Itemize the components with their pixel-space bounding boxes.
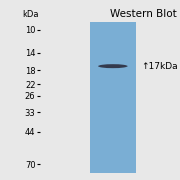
Text: ↑17kDa: ↑17kDa — [141, 62, 177, 71]
Bar — [90, 22, 136, 173]
Text: kDa: kDa — [22, 10, 38, 19]
Text: Western Blot: Western Blot — [110, 9, 177, 19]
Ellipse shape — [98, 64, 128, 68]
